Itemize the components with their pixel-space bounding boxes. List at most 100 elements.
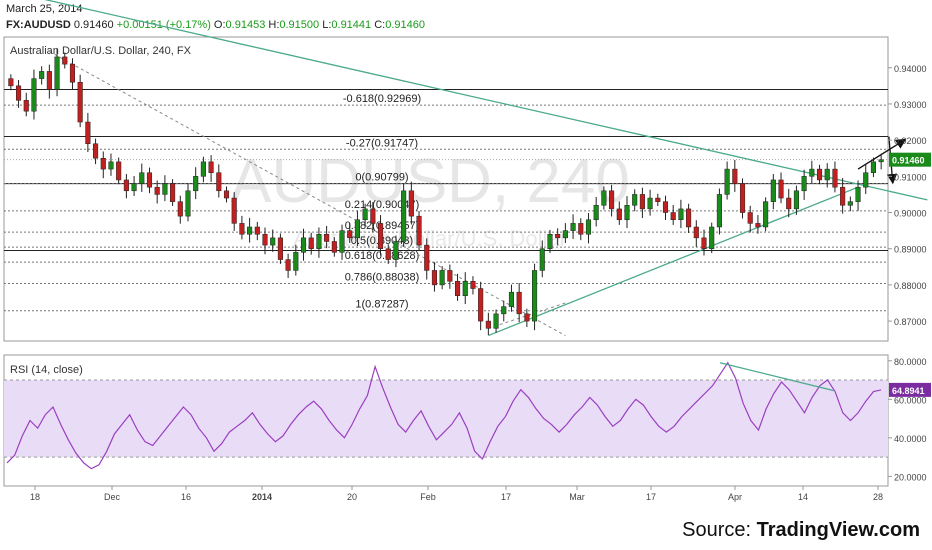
y-tick-label: 0.91000: [894, 172, 927, 182]
candle: [285, 253, 291, 278]
candle: [69, 58, 76, 90]
candle: [678, 199, 684, 229]
x-tick-label: 2014: [252, 492, 272, 502]
rsi-pane: [3, 354, 889, 487]
candle: [840, 178, 846, 214]
close-value: 0.91460: [385, 19, 425, 31]
candle-body: [393, 241, 399, 260]
watermark: AUDUSD, 240: [230, 147, 630, 216]
candle-body: [39, 71, 45, 79]
candle: [601, 186, 607, 210]
x-tick-label: Dec: [104, 492, 121, 502]
symbol[interactable]: FX:AUDUSD: [6, 19, 71, 31]
candle-body: [170, 183, 176, 202]
candle: [470, 276, 476, 295]
candle-body: [377, 223, 384, 249]
candle-body: [778, 179, 784, 199]
x-tick-label: 17: [501, 492, 511, 502]
low-value: 0.91441: [331, 19, 372, 31]
candle-body: [262, 233, 268, 246]
candle-body: [308, 237, 314, 249]
candle-body: [570, 223, 576, 231]
candle: [408, 181, 414, 225]
candle: [647, 189, 653, 216]
candle: [401, 183, 407, 247]
x-tick-label: Apr: [728, 492, 742, 502]
x-tick-label: 14: [798, 492, 808, 502]
candle-body: [732, 168, 738, 184]
candle: [724, 161, 730, 200]
candle-body: [485, 320, 491, 329]
candle: [231, 192, 237, 231]
candle: [809, 160, 815, 184]
candle-body: [223, 190, 230, 199]
candle: [200, 156, 206, 183]
candle: [377, 215, 384, 256]
candle-body: [824, 168, 830, 181]
candle: [123, 174, 129, 199]
candle: [385, 244, 391, 264]
candle: [177, 195, 183, 224]
x-tick-label: 28: [873, 492, 883, 502]
fib-level-label: -0.618(0.92969): [343, 93, 421, 105]
candle-body: [832, 168, 838, 188]
close-label: C:: [374, 19, 386, 31]
y-tick-label: 0.88000: [894, 281, 927, 291]
candle-body: [300, 237, 307, 253]
candle-body: [8, 78, 14, 87]
rsi-badge-bg: [889, 382, 931, 397]
candle-body: [840, 186, 846, 206]
candle-body: [431, 270, 437, 286]
candle: [39, 66, 45, 85]
candle-body: [793, 190, 799, 210]
fib-level-label: 0.618(0.88628): [345, 250, 420, 262]
candle-body: [501, 306, 507, 315]
candle-body: [647, 197, 653, 210]
candle: [308, 232, 314, 255]
candle-body: [878, 159, 884, 163]
candle: [393, 235, 399, 268]
candle: [670, 204, 676, 225]
candle: [131, 176, 137, 196]
candle: [508, 284, 515, 312]
candle-body: [447, 270, 453, 282]
candle-body: [585, 219, 592, 235]
candle: [732, 159, 738, 192]
candle-body: [516, 291, 522, 315]
candle: [632, 189, 638, 212]
fib-level-label: 1(0.87287): [355, 299, 408, 311]
current-price-badge-bg: [889, 152, 931, 167]
rsi-tick-label: 80.0000: [894, 357, 927, 367]
candle-body: [424, 244, 430, 271]
candle: [362, 203, 368, 226]
candle: [662, 195, 669, 221]
candle-body: [193, 176, 199, 192]
fib-level-label: -0.27(0.91747): [346, 137, 418, 149]
candle-body: [154, 186, 160, 195]
candle: [116, 157, 122, 185]
source-brand[interactable]: TradingView.com: [756, 519, 920, 541]
candle-body: [686, 208, 692, 228]
candle-body: [801, 176, 807, 192]
candle: [277, 233, 283, 264]
candle-body: [539, 248, 545, 271]
candle-body: [593, 205, 599, 221]
candle-body: [462, 281, 468, 297]
x-tick-label: Mar: [569, 492, 585, 502]
candle: [485, 312, 491, 336]
candle: [354, 210, 360, 247]
source-credit: Source: TradingView.com: [682, 519, 920, 542]
candle: [701, 229, 707, 256]
candle: [324, 225, 330, 249]
candle-body: [532, 270, 538, 322]
candle: [578, 218, 584, 241]
candle: [331, 237, 337, 257]
candle: [100, 151, 106, 179]
candle-body: [547, 233, 553, 249]
candle: [85, 112, 91, 153]
candle: [347, 223, 353, 243]
candle-body: [678, 208, 684, 221]
candle: [193, 167, 199, 200]
candle: [439, 266, 445, 290]
